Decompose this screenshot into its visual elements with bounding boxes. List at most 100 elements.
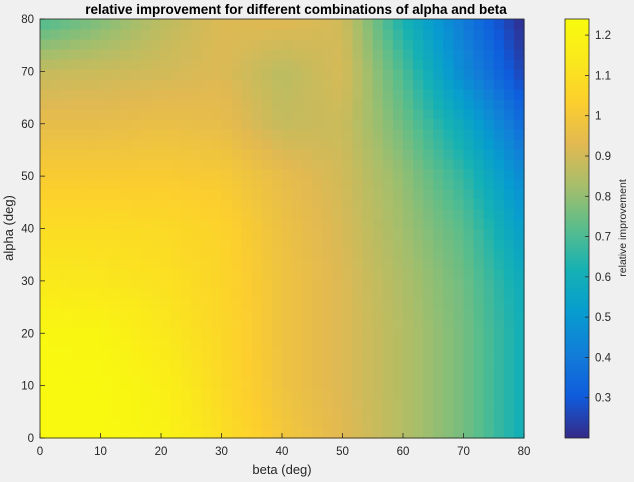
heatmap-cell bbox=[423, 308, 434, 319]
heatmap-cell bbox=[261, 48, 273, 60]
heatmap-cell bbox=[60, 288, 71, 299]
heatmap-cell bbox=[513, 138, 525, 150]
heatmap-cell bbox=[110, 128, 122, 140]
heatmap-cell bbox=[100, 148, 112, 160]
heatmap-cell bbox=[201, 278, 213, 289]
heatmap-cell bbox=[70, 19, 81, 30]
heatmap-cell bbox=[110, 248, 122, 260]
heatmap-cell bbox=[513, 98, 525, 110]
heatmap-cell bbox=[473, 158, 485, 170]
heatmap-cell bbox=[503, 68, 515, 80]
heatmap-cell bbox=[493, 19, 505, 30]
heatmap-cell bbox=[251, 408, 263, 419]
heatmap-cell bbox=[40, 338, 51, 349]
heatmap-cell bbox=[171, 19, 182, 30]
heatmap-cell bbox=[473, 208, 485, 220]
heatmap-cell bbox=[503, 398, 515, 409]
heatmap-cell bbox=[221, 308, 233, 319]
heatmap-cell bbox=[483, 88, 495, 100]
heatmap-cell bbox=[50, 188, 61, 200]
heatmap-cell bbox=[493, 358, 505, 369]
heatmap-cell bbox=[241, 58, 253, 70]
heatmap-cell bbox=[312, 258, 323, 270]
heatmap-cell bbox=[231, 178, 243, 190]
heatmap-cell bbox=[221, 288, 233, 299]
heatmap-cell bbox=[282, 358, 293, 369]
heatmap-cell bbox=[231, 48, 243, 60]
heatmap-cell bbox=[413, 68, 424, 80]
heatmap-cell bbox=[322, 278, 334, 289]
heatmap-cell bbox=[201, 108, 213, 120]
heatmap-cell bbox=[503, 268, 515, 279]
heatmap-cell bbox=[140, 38, 152, 50]
heatmap-cell bbox=[342, 308, 354, 319]
heatmap-cell bbox=[70, 258, 81, 270]
heatmap-cell bbox=[50, 108, 61, 120]
heatmap-cell bbox=[120, 88, 132, 100]
colorbar-tick-label: 0.9 bbox=[595, 151, 611, 163]
heatmap-cell bbox=[423, 268, 434, 279]
heatmap-cell bbox=[271, 368, 283, 379]
heatmap-cell bbox=[211, 278, 223, 289]
heatmap-cell bbox=[312, 78, 323, 90]
heatmap-cell bbox=[362, 298, 374, 309]
heatmap-cell bbox=[120, 178, 132, 190]
heatmap-cell bbox=[221, 428, 233, 439]
heatmap-cell bbox=[100, 308, 112, 319]
heatmap-cell bbox=[191, 278, 202, 289]
heatmap-cell bbox=[423, 318, 434, 329]
heatmap-cell bbox=[443, 418, 455, 429]
heatmap-cell bbox=[211, 258, 223, 270]
heatmap-cell bbox=[100, 228, 112, 240]
heatmap-cell bbox=[150, 348, 162, 359]
heatmap-cell bbox=[140, 78, 152, 90]
heatmap-cell bbox=[362, 118, 374, 130]
heatmap-cell bbox=[493, 178, 505, 190]
heatmap-cell bbox=[302, 68, 313, 80]
heatmap-cell bbox=[100, 288, 112, 299]
heatmap-cell bbox=[120, 19, 132, 30]
heatmap-cell bbox=[392, 148, 404, 160]
heatmap-cell bbox=[70, 288, 81, 299]
heatmap-cell bbox=[473, 38, 485, 50]
heatmap-cell bbox=[493, 28, 505, 40]
heatmap-cell bbox=[433, 108, 444, 120]
heatmap-cell bbox=[322, 198, 334, 210]
heatmap-cell bbox=[150, 368, 162, 379]
heatmap-cell bbox=[322, 108, 334, 120]
heatmap-cell bbox=[493, 378, 505, 389]
heatmap-cell bbox=[483, 308, 495, 319]
heatmap-cell bbox=[433, 268, 444, 279]
heatmap-cell bbox=[140, 128, 152, 140]
heatmap-cell bbox=[483, 228, 495, 240]
heatmap-cell bbox=[332, 288, 344, 299]
heatmap-cell bbox=[302, 108, 313, 120]
heatmap-cell bbox=[493, 428, 505, 439]
heatmap-cell bbox=[130, 108, 142, 120]
heatmap-cell bbox=[312, 168, 323, 180]
heatmap-cell bbox=[40, 358, 51, 369]
heatmap-cell bbox=[70, 38, 81, 50]
heatmap-cell bbox=[322, 378, 334, 389]
heatmap-cell bbox=[463, 208, 475, 220]
heatmap-cell bbox=[473, 168, 485, 180]
colorbar-tick-label: 0.3 bbox=[595, 393, 611, 405]
heatmap-cell bbox=[382, 278, 394, 289]
heatmap-cell bbox=[403, 258, 414, 270]
heatmap-cell bbox=[221, 248, 233, 260]
heatmap-cell bbox=[191, 158, 202, 170]
heatmap-cell bbox=[221, 328, 233, 339]
heatmap-cell bbox=[282, 218, 293, 230]
heatmap-cell bbox=[271, 19, 283, 30]
heatmap-cell bbox=[382, 308, 394, 319]
heatmap-cell bbox=[261, 208, 273, 220]
heatmap-cell bbox=[372, 108, 384, 120]
heatmap-cell bbox=[201, 288, 213, 299]
heatmap-cell bbox=[181, 378, 192, 389]
heatmap-cell bbox=[211, 19, 223, 30]
heatmap-cell bbox=[221, 28, 233, 40]
heatmap-cell bbox=[322, 348, 334, 359]
heatmap-cell bbox=[60, 368, 71, 379]
heatmap-cell bbox=[130, 48, 142, 60]
heatmap-cell bbox=[483, 78, 495, 90]
